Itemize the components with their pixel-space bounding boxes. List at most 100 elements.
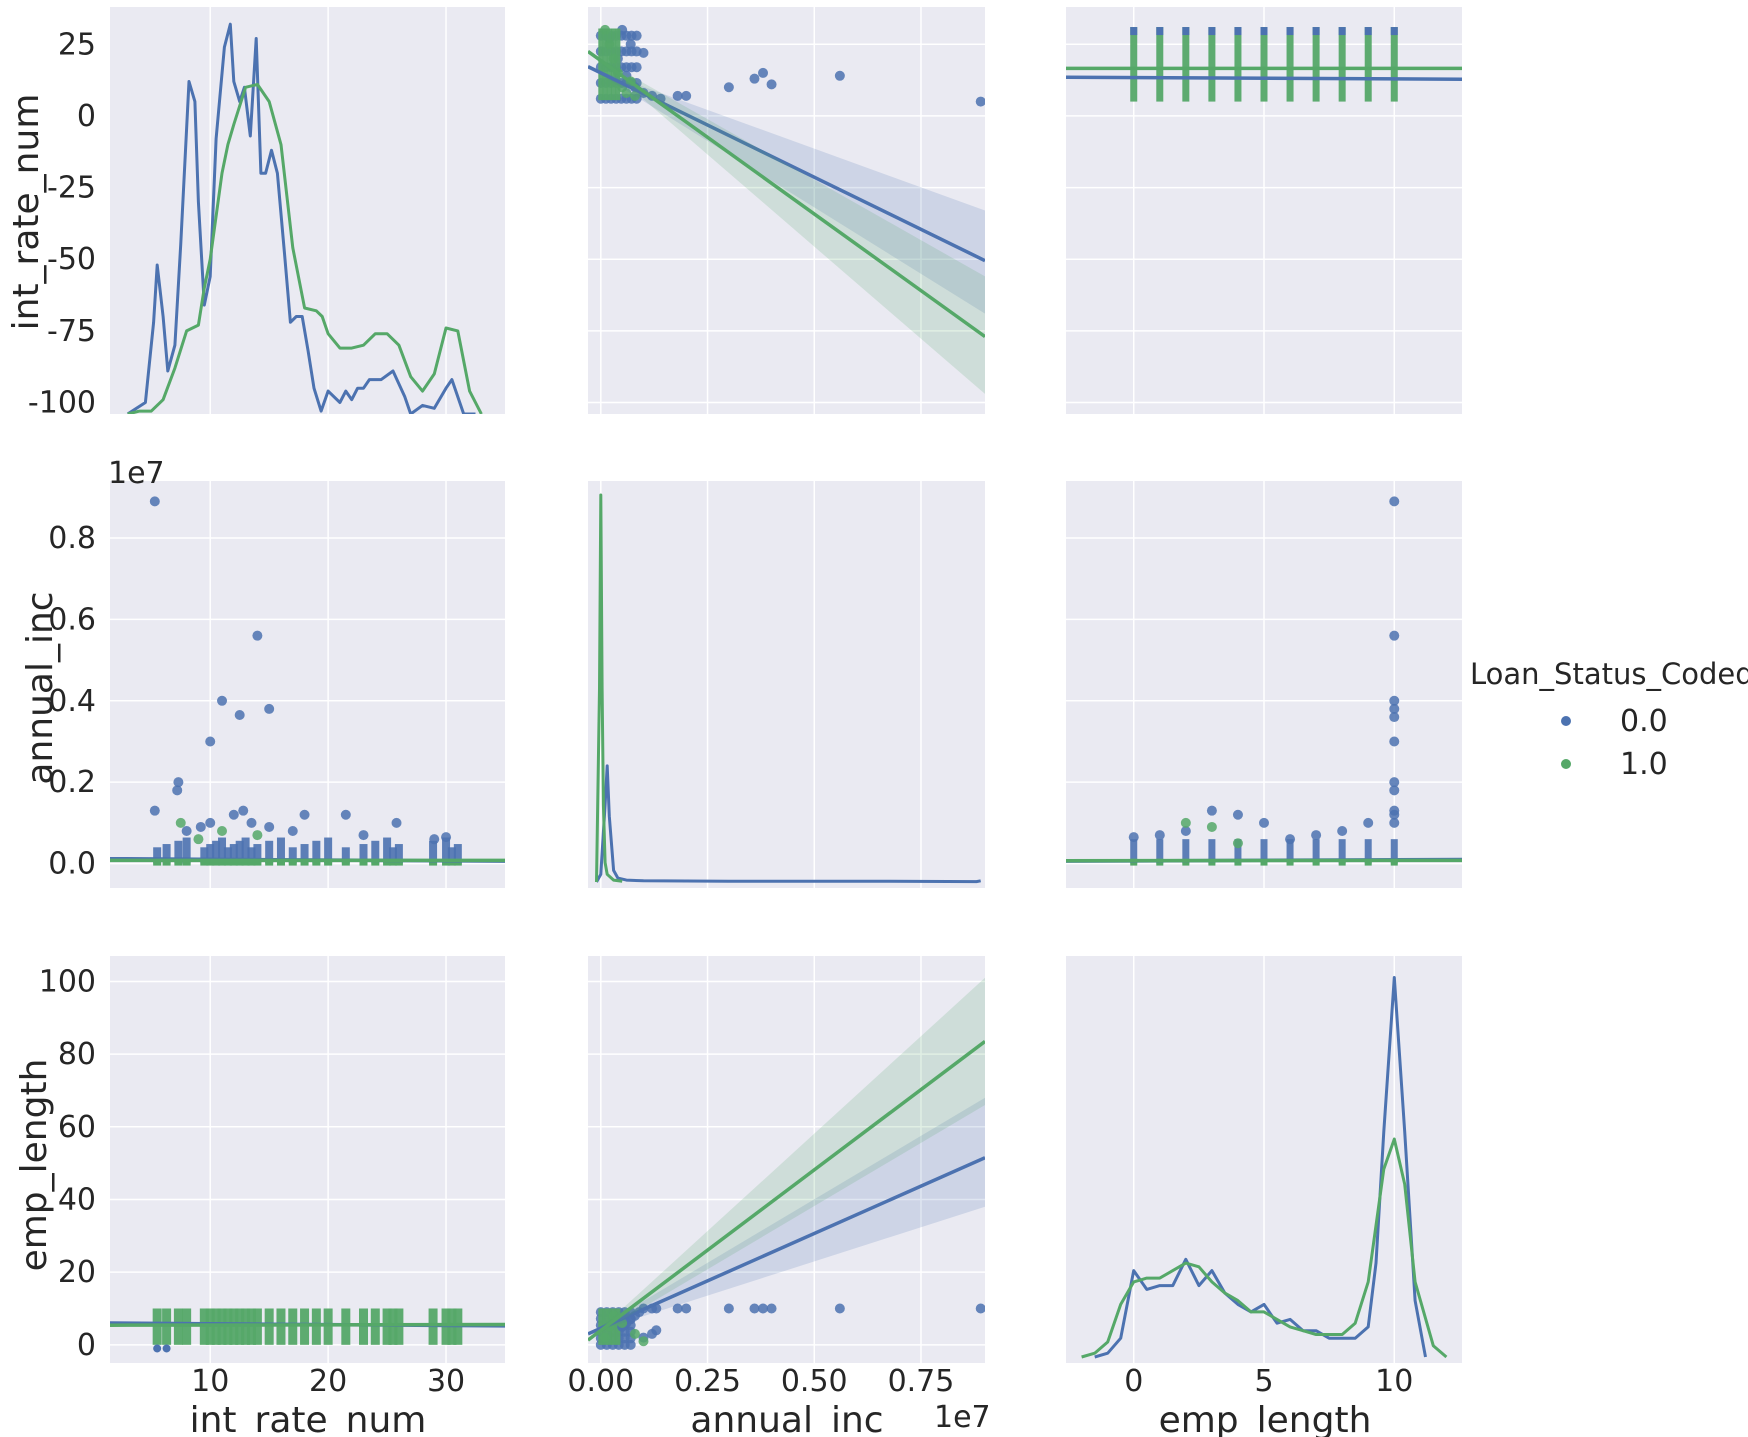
y-tick-label: 0 [77, 99, 96, 134]
scatter-column-1.0 [615, 28, 621, 101]
scatter-column-1.0 [229, 859, 238, 866]
scatter-column-0.0 [200, 847, 209, 864]
scatter-column [1234, 27, 1242, 102]
y-tick-label: -100 [28, 386, 96, 421]
x-tick-label: 0 [1124, 1364, 1143, 1399]
x-tick-label: 0.75 [888, 1364, 955, 1399]
scatter-column-cap [1286, 27, 1294, 36]
x-tick-label: 20 [309, 1364, 347, 1399]
y-tick-label: -75 [47, 314, 96, 349]
scatter-point-0.0 [1389, 736, 1400, 747]
scatter-point-0.0 [749, 73, 760, 84]
scatter-point-0.0 [217, 695, 228, 706]
scatter-point-1.0 [1206, 821, 1217, 832]
scatter-column-0.0 [312, 840, 321, 864]
scatter-column-cap [1364, 27, 1372, 36]
scatter-column [1182, 27, 1190, 102]
scatter-column-0.0 [1338, 839, 1346, 864]
y-tick-label: -50 [47, 242, 96, 277]
y-tick-label: 0.6 [48, 602, 96, 637]
scatter-column-0.0 [1234, 839, 1242, 864]
scatter-point-0.0 [975, 96, 985, 107]
scatter-point-0.0 [181, 826, 192, 837]
scatter-column-1.0 [206, 859, 215, 866]
scatter-point-0.0 [681, 1303, 692, 1314]
scatter-point-0.0 [172, 785, 183, 796]
scatter-point-0.0 [1389, 785, 1400, 796]
x-tick-label: 0.00 [567, 1364, 634, 1399]
scatter-point-0.0 [173, 777, 184, 788]
scatter-column-1.0 [241, 859, 250, 866]
scatter-point-1.0 [1180, 817, 1191, 828]
x-tick-label: 0.25 [674, 1364, 741, 1399]
panel-r0-c1 [588, 7, 985, 414]
scatter-column [341, 1308, 351, 1345]
scatter-column-0.0 [453, 844, 462, 864]
panel-plot-area [110, 496, 505, 866]
scatter-column-1.0 [200, 859, 209, 866]
tick-labels: 10 20 30 0.00 0.25 0.50 0.75 0 5 10250-25-50-75-1… [28, 27, 1413, 1399]
scatter-point-0.0 [758, 1303, 769, 1314]
scatter-column-0.0 [388, 847, 397, 864]
scatter-column-cap [1182, 27, 1190, 36]
scatter-point-0.0 [1311, 830, 1322, 841]
panel-background [110, 481, 505, 888]
scatter-column-0.0 [235, 840, 244, 864]
y-tick-label: 0.0 [48, 847, 96, 882]
y-axis-title-emp-length: emp_length [14, 1059, 55, 1272]
scatter-column-0.0 [447, 847, 456, 864]
scatter-column-cap [1208, 27, 1216, 36]
x-tick-label: 0.50 [781, 1364, 848, 1399]
scatter-column-cap [1130, 27, 1138, 36]
panel-gridlines [1132, 956, 1396, 1363]
scatter-column-1.0 [383, 859, 392, 866]
regression-line-1.0-ci-band [588, 51, 985, 394]
scatter-column-1.0 [388, 859, 397, 866]
scatter-point-0.0 [672, 90, 683, 101]
scatter-column-1.0 [288, 859, 297, 866]
panel-r1-c2 [1066, 481, 1462, 888]
scatter-point-0.0 [299, 809, 310, 820]
scatter-column-1.0 [212, 859, 221, 866]
panel-gridlines [209, 7, 447, 414]
scatter-point-0.0 [1128, 832, 1139, 843]
scatter-column-1.0 [300, 859, 309, 866]
scatter-point-0.0 [1389, 817, 1400, 828]
y-offset-label-annual-inc: 1e7 [108, 456, 165, 491]
scatter-column-1.0 [611, 28, 617, 101]
regression-line-1.0-ci-band [588, 977, 985, 1341]
scatter-point-0.0 [238, 805, 249, 816]
scatter-column [1130, 27, 1138, 102]
panel-plot-area [1081, 976, 1448, 1359]
scatter-point-1.0 [621, 87, 632, 98]
scatter-column-0.0 [1364, 839, 1372, 864]
legend-marker-1 [1561, 759, 1571, 769]
scatter-column [276, 1308, 286, 1345]
regression-line-1.0 [588, 1039, 985, 1342]
panel-r1-c0 [110, 481, 505, 888]
scatter-point-0.0 [766, 79, 777, 90]
scatter-point-0.0 [246, 817, 257, 828]
scatter-point-0.0 [834, 1303, 845, 1314]
y-tick-label: 0.4 [48, 684, 96, 719]
scatter-point-1.0 [629, 90, 640, 101]
scatter-point-0.0 [264, 821, 275, 832]
y-axis-title-int-rate-num: int_rate_num [6, 94, 47, 331]
scatter-column-0.0 [174, 840, 183, 864]
scatter-column-1.0 [371, 859, 380, 866]
scatter-column-0.0 [324, 837, 333, 864]
scatter-point-0.0 [1389, 777, 1400, 788]
panel-background [110, 956, 505, 1363]
scatter-point-0.0 [153, 1344, 162, 1353]
panel-r2-c0 [110, 956, 505, 1363]
scatter-point-0.0 [625, 39, 636, 50]
scatter-point-0.0 [234, 710, 245, 721]
scatter-column-cap [1234, 27, 1242, 36]
scatter-point-0.0 [1389, 703, 1400, 714]
kde-line-0.0 [595, 764, 981, 884]
scatter-point-0.0 [651, 1325, 662, 1336]
scatter-column [1390, 27, 1398, 102]
scatter-column-cap [1338, 27, 1346, 36]
scatter-point-0.0 [340, 809, 351, 820]
scatter-point-1.0 [252, 830, 263, 841]
